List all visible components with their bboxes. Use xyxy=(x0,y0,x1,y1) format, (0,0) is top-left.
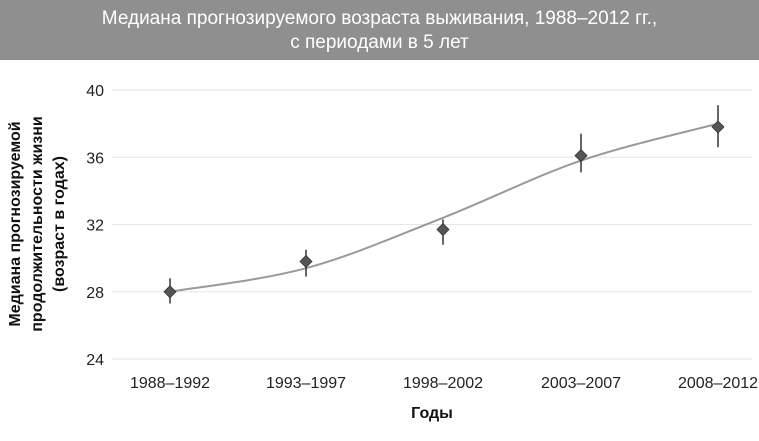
x-tick-label-3: 2003–2007 xyxy=(541,375,621,392)
y-axis-label-line-3: (возраст в годах) xyxy=(51,156,68,292)
x-tick-label-4: 2008–2012 xyxy=(678,375,758,392)
chart-title-line-1: Медиана прогнозируемого возраста выживан… xyxy=(101,8,658,29)
trend-line xyxy=(169,122,719,293)
data-point-3 xyxy=(574,149,588,163)
grid-lines xyxy=(112,89,752,360)
data-point-1 xyxy=(299,254,313,269)
y-axis-label: Медиана прогнозируемой продолжительности… xyxy=(7,116,68,331)
x-tick-label-1: 1993–1997 xyxy=(266,375,346,392)
y-tick-label-24: 24 xyxy=(86,352,104,369)
data-point-4 xyxy=(711,120,725,134)
y-tick-label-28: 28 xyxy=(86,285,104,302)
y-tick-label-32: 32 xyxy=(86,218,104,235)
y-axis-label-line-2: продолжительности жизни xyxy=(29,116,46,331)
y-tick-labels: 24 28 32 36 40 xyxy=(86,83,104,369)
y-tick-label-36: 36 xyxy=(86,150,104,167)
x-axis-label: Годы xyxy=(411,405,453,422)
data-points xyxy=(163,120,725,299)
y-tick-label-40: 40 xyxy=(86,83,104,100)
x-tick-labels: 1988–1992 1993–1997 1998–2002 2003–2007 2008… xyxy=(130,375,758,392)
data-point-0 xyxy=(163,285,177,299)
chart-title: Медиана прогнозируемого возраста выживан… xyxy=(0,0,759,60)
x-tick-label-0: 1988–1992 xyxy=(130,375,210,392)
y-axis-label-line-1: Медиана прогнозируемой xyxy=(7,121,24,326)
x-tick-label-2: 1998–2002 xyxy=(403,375,483,392)
error-bars xyxy=(169,105,719,304)
data-point-2 xyxy=(436,222,450,237)
chart-title-line-2: с периодами в 5 лет xyxy=(290,32,469,53)
